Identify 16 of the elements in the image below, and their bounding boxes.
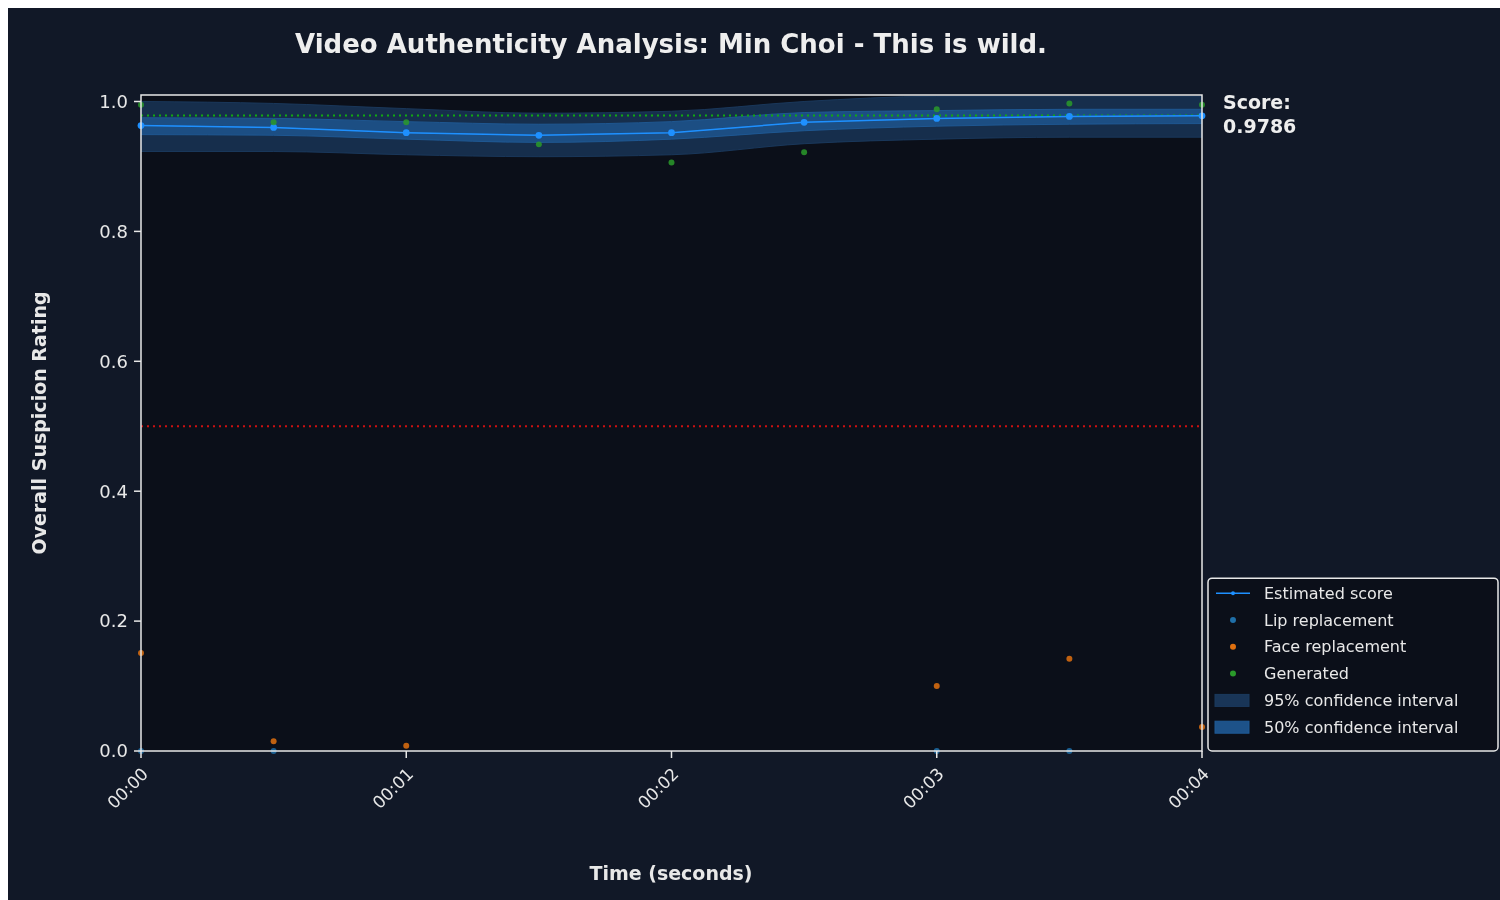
legend-label: Lip replacement [1264,610,1394,630]
legend-label: 50% confidence interval [1264,717,1459,737]
text: Score: 0.9786 [1223,91,1297,137]
chart-title: Video Authenticity Analysis: Min Choi - This is wild. [295,29,1047,59]
y-tick-label: 0.4 [99,480,128,502]
legend-label: Generated [1264,664,1349,684]
x-axis-title: Time (seconds) [589,862,753,884]
legend-label: Face replacement [1264,637,1407,657]
y-tick-label: 0.6 [99,350,128,372]
y-tick-label: 1.0 [99,90,128,112]
legend-label: Estimated score [1264,583,1393,603]
y-tick-label: 0.2 [99,610,128,632]
y-tick-label: 0.8 [99,220,128,242]
y-tick-label: 0.0 [99,740,128,762]
legend-label: 95% confidence interval [1264,691,1459,710]
y-axis-title: Overall Suspicion Rating [28,291,50,555]
